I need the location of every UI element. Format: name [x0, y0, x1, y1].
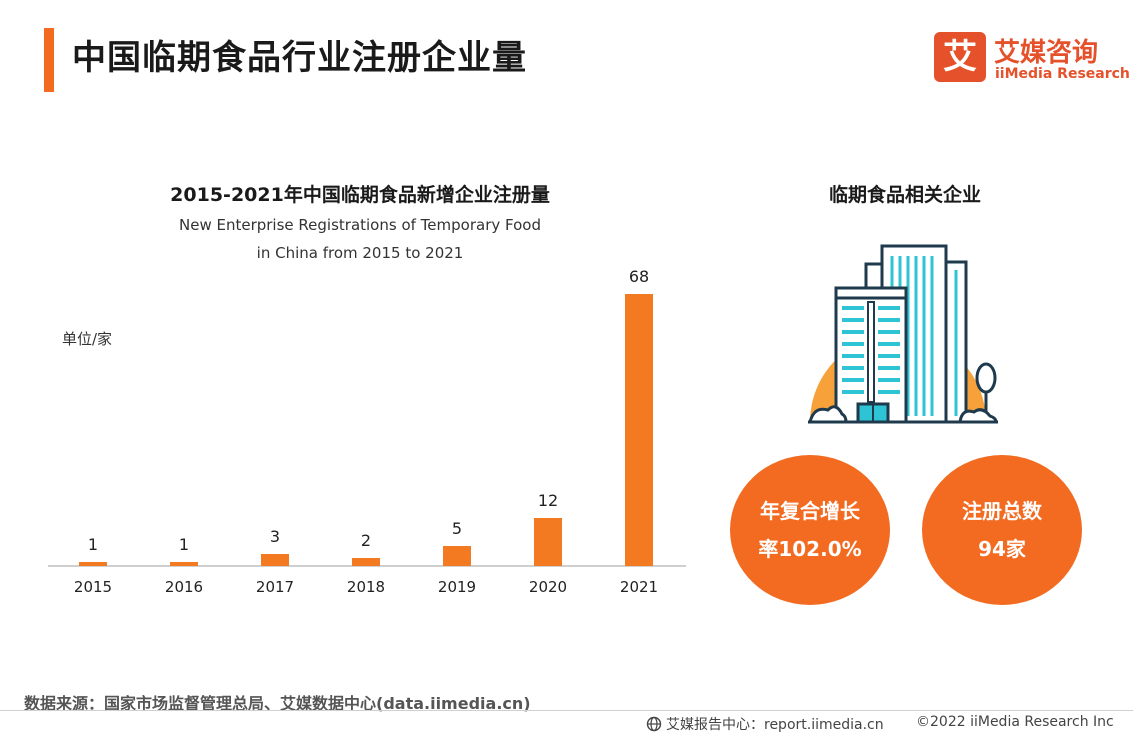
bar-2016: [170, 562, 198, 566]
chart-subtitle-line1: New Enterprise Registrations of Temporar…: [179, 216, 541, 234]
bar-2021: [625, 294, 653, 566]
total-registrations-circle: 注册总数 94家: [922, 455, 1082, 605]
globe-icon: [646, 716, 662, 732]
cagr-stat-label: 年复合增长: [760, 499, 860, 523]
total-registrations-value: 94家: [978, 537, 1026, 561]
x-tick-2019: 2019: [438, 578, 476, 596]
building-icon: [808, 244, 998, 424]
x-tick-2018: 2018: [347, 578, 385, 596]
x-tick-2020: 2020: [529, 578, 567, 596]
bar-chart: 1 2015 1 2016 3 2017 2 2018 5 2019 12 2020 68 2021: [48, 267, 686, 596]
total-registrations-label: 注册总数: [962, 499, 1042, 523]
cagr-stat-circle: 年复合增长 率102.0%: [730, 455, 890, 605]
bar-2015: [79, 562, 107, 566]
footer-divider: [0, 710, 1133, 711]
data-label-2021: 68: [629, 267, 649, 286]
data-label-2017: 3: [270, 527, 280, 546]
chart-title: 2015-2021年中国临期食品新增企业注册量: [170, 184, 550, 206]
copyright-text: ©2022 iiMedia Research Inc: [916, 714, 1114, 730]
title-accent-bar: [44, 28, 54, 92]
logo-english-name: iiMedia Research: [995, 66, 1130, 82]
logo-mark: 艾: [934, 32, 986, 82]
report-center-link[interactable]: 艾媒报告中心：report.iimedia.cn: [646, 714, 884, 734]
x-tick-2017: 2017: [256, 578, 294, 596]
right-panel-title: 临期食品相关企业: [828, 184, 981, 206]
x-tick-2016: 2016: [165, 578, 203, 596]
data-label-2020: 12: [538, 491, 558, 510]
report-center-text: 艾媒报告中心：report.iimedia.cn: [666, 717, 884, 733]
logo-chinese-name: 艾媒咨询: [994, 38, 1099, 68]
data-label-2019: 5: [452, 519, 462, 538]
bar-2020: [534, 518, 562, 566]
x-tick-2021: 2021: [620, 578, 658, 596]
chart-unit-label: 单位/家: [62, 330, 113, 348]
data-label-2015: 1: [88, 535, 98, 554]
brand-logo: 艾 艾媒咨询 iiMedia Research: [934, 32, 1130, 84]
cagr-stat-value: 率102.0%: [758, 537, 862, 561]
bar-2019: [443, 546, 471, 566]
data-source-note: 数据来源：国家市场监督管理总局、艾媒数据中心(data.iimedia.cn): [24, 694, 531, 713]
data-label-2018: 2: [361, 531, 371, 550]
bar-2018: [352, 558, 380, 566]
chart-subtitle-line2: in China from 2015 to 2021: [256, 244, 464, 262]
bar-2017: [261, 554, 289, 566]
x-tick-2015: 2015: [74, 578, 112, 596]
data-label-2016: 1: [179, 535, 189, 554]
page-title: 中国临期食品行业注册企业量: [72, 38, 527, 78]
